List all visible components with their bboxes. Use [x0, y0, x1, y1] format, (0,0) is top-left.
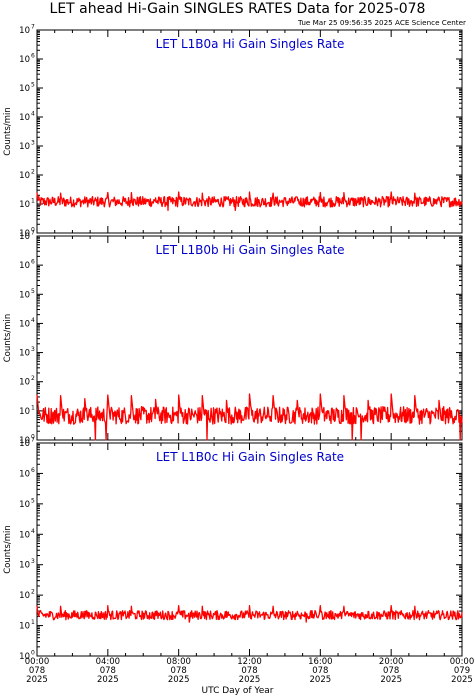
y-tick-exponent: 6	[31, 53, 35, 60]
panel-title: LET L1B0a Hi Gain Singles Rate	[156, 37, 345, 51]
y-tick-label: 10	[19, 319, 30, 329]
x-tick-label-doy: 078	[171, 666, 187, 676]
y-tick-exponent: 3	[31, 346, 35, 353]
x-tick-label-year: 2025	[310, 675, 332, 685]
x-tick-label-time: 20:00	[379, 657, 404, 667]
y-tick-exponent: 7	[31, 437, 35, 444]
y-tick-label: 10	[19, 26, 30, 36]
x-axis-title: UTC Day of Year	[201, 686, 274, 696]
x-tick-label-year: 2025	[451, 675, 473, 685]
y-tick-exponent: 6	[31, 467, 35, 474]
y-tick-exponent: 1	[31, 198, 35, 205]
x-tick-label-time: 04:00	[96, 657, 121, 667]
y-tick-label: 10	[19, 349, 30, 359]
y-tick-label: 10	[19, 229, 30, 239]
y-tick-exponent: 3	[31, 558, 35, 565]
y-tick-exponent: 3	[31, 140, 35, 147]
x-tick-label-time: 12:00	[237, 657, 262, 667]
y-tick-exponent: 5	[31, 497, 35, 504]
y-tick-label: 10	[19, 407, 30, 417]
y-tick-label: 10	[19, 622, 30, 632]
x-tick-label-year: 2025	[380, 675, 402, 685]
x-tick-label-doy: 078	[29, 666, 45, 676]
y-tick-label: 10	[19, 171, 30, 181]
x-tick-label-year: 2025	[168, 675, 190, 685]
y-tick-exponent: 5	[31, 288, 35, 295]
y-tick-exponent: 0	[31, 650, 35, 657]
y-tick-exponent: 7	[31, 230, 35, 237]
y-tick-label: 10	[19, 113, 30, 123]
y-tick-label: 10	[19, 232, 30, 242]
y-tick-exponent: 1	[31, 619, 35, 626]
y-tick-label: 10	[19, 200, 30, 210]
y-tick-exponent: 2	[31, 589, 35, 596]
y-tick-exponent: 1	[31, 404, 35, 411]
y-tick-label: 10	[19, 439, 30, 449]
figure-title: LET ahead Hi-Gain SINGLES RATES Data for…	[49, 1, 426, 17]
y-tick-exponent: 5	[31, 82, 35, 89]
y-tick-exponent: 6	[31, 259, 35, 266]
generation-timestamp: Tue Mar 25 09:56:35 2025 ACE Science Cen…	[298, 18, 466, 27]
panel-title: LET L1B0b Hi Gain Singles Rate	[155, 243, 344, 257]
x-tick-label-time: 00:00	[25, 657, 50, 667]
y-tick-exponent: 2	[31, 169, 35, 176]
panel-title: LET L1B0c Hi Gain Singles Rate	[156, 450, 344, 464]
x-tick-label-doy: 079	[454, 666, 470, 676]
y-axis-label: Counts/min	[3, 107, 13, 156]
x-tick-label-doy: 078	[383, 666, 399, 676]
y-tick-label: 10	[19, 261, 30, 271]
series-line	[36, 605, 463, 623]
y-tick-exponent: 0	[31, 434, 35, 441]
y-tick-label: 10	[19, 500, 30, 510]
y-tick-label: 10	[19, 652, 30, 662]
y-tick-label: 10	[19, 436, 30, 446]
x-tick-label-doy: 078	[100, 666, 116, 676]
x-tick-label-doy: 078	[241, 666, 257, 676]
y-tick-exponent: 4	[31, 317, 35, 324]
y-axis-label: Counts/min	[3, 525, 13, 574]
x-tick-label-year: 2025	[239, 675, 261, 685]
x-tick-label-time: 08:00	[166, 657, 191, 667]
y-tick-label: 10	[19, 591, 30, 601]
y-tick-exponent: 7	[31, 24, 35, 31]
series-line	[36, 393, 463, 441]
y-tick-exponent: 4	[31, 111, 35, 118]
y-tick-label: 10	[19, 84, 30, 94]
x-tick-label-year: 2025	[26, 675, 48, 685]
y-tick-label: 10	[19, 530, 30, 540]
y-tick-exponent: 2	[31, 375, 35, 382]
series-line	[36, 191, 463, 212]
x-tick-label-time: 00:00	[450, 657, 475, 667]
y-tick-label: 10	[19, 378, 30, 388]
plot-frame	[36, 442, 463, 657]
y-tick-label: 10	[19, 469, 30, 479]
y-tick-label: 10	[19, 561, 30, 571]
x-tick-label-year: 2025	[97, 675, 119, 685]
y-tick-label: 10	[19, 290, 30, 300]
x-tick-label-time: 16:00	[308, 657, 333, 667]
y-tick-label: 10	[19, 55, 30, 65]
y-axis-label: Counts/min	[3, 314, 13, 363]
y-tick-exponent: 0	[31, 227, 35, 234]
y-tick-exponent: 4	[31, 528, 35, 535]
x-tick-label-doy: 078	[312, 666, 328, 676]
y-tick-label: 10	[19, 142, 30, 152]
